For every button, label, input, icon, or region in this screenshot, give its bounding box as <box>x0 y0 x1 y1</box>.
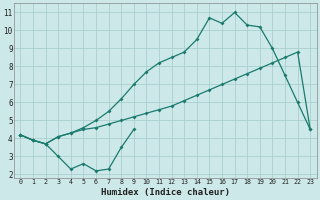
X-axis label: Humidex (Indice chaleur): Humidex (Indice chaleur) <box>101 188 230 197</box>
